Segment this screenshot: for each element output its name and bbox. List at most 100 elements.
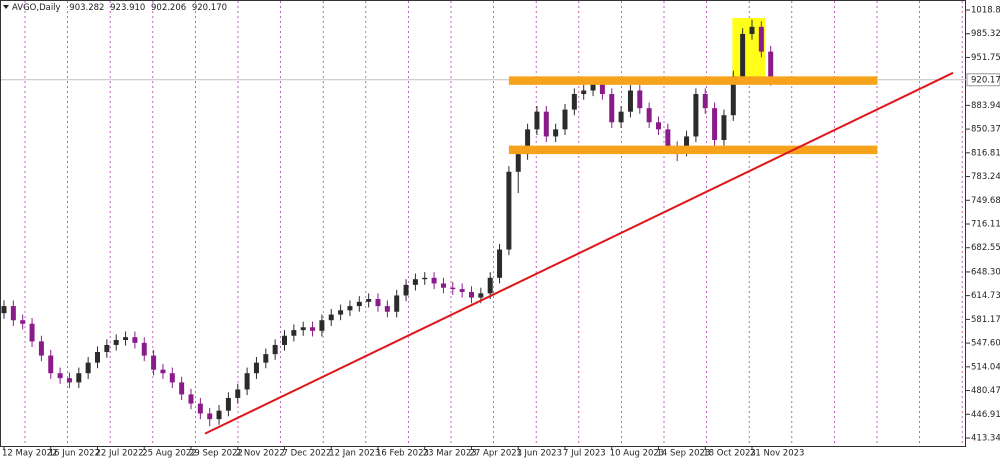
candle-body [693,94,699,137]
x-tick-label: 2 Nov 2022 [236,449,285,459]
y-tick-label: 581.170 [971,315,1000,325]
candle-body [553,129,559,137]
candle-body [702,94,708,109]
candle-body [459,289,465,292]
x-tick-label: 1 Jun 2023 [516,449,562,459]
candle-body [581,90,587,95]
candle-body [366,299,372,302]
candle-body [394,295,400,312]
candle-body [151,355,157,370]
header-high: 923.910 [110,3,145,13]
candle-body [571,94,577,110]
y-tick-label: 1018.885 [971,5,1000,15]
candle-body [300,327,306,331]
candle-body [599,83,605,95]
candle-body [431,277,437,284]
candle-body [179,382,185,395]
candle-body [188,394,194,404]
candle-body [543,111,549,137]
candle-body [721,115,727,140]
candle-body [235,389,241,398]
x-tick-label: 25 Aug 2022 [142,449,196,459]
candle-body [740,33,746,77]
candle-body [440,283,446,288]
candle-body [450,287,456,290]
candle-body [123,337,129,340]
candle-body [10,306,16,321]
x-tick-label: 27 Apr 2023 [470,449,523,459]
candle-body [758,26,764,52]
candle-body [534,111,540,130]
candle-body [684,136,690,151]
candle-body [712,108,718,140]
candle-body [263,354,269,363]
candle-body [403,284,409,296]
candle-body [310,327,316,331]
y-tick-label: 883.940 [971,101,1000,111]
candle-body [328,314,334,321]
candle-body [562,109,568,130]
candle-body [253,362,259,374]
candle-body [618,111,624,123]
candle-body [375,299,381,307]
candle-body [356,301,362,307]
x-tick-label: 16 Feb 2023 [376,449,429,459]
candle-body [38,341,44,356]
candle-body [478,293,484,298]
header-close: 920.170 [192,3,227,13]
y-tick-label: 413.345 [971,434,1000,444]
candle-body [384,306,390,312]
candle-body [590,83,596,91]
candle-body [515,154,521,172]
candle-body [347,306,353,311]
x-tick-label: 10 Aug 2023 [610,449,664,459]
candle-body [66,378,72,383]
last-price-label: 920.170 [971,75,1000,85]
candle-body [627,90,633,112]
y-tick-label: 514.040 [971,362,1000,372]
candle-body [141,342,147,356]
candle-body [730,76,736,116]
price-zone [508,76,878,85]
y-tick-label: 951.755 [971,53,1000,63]
y-tick-label: 648.300 [971,267,1000,277]
candle-body [197,403,203,414]
candle-body [20,320,26,324]
candle-body [469,291,474,298]
candle-body [85,362,91,374]
candle-body [656,122,661,130]
candle-body [169,373,175,383]
candle-body [57,373,63,379]
symbol: AVGO,Daily [12,3,61,13]
x-tick-label: 12 May 2022 [2,449,57,459]
candle-body [113,339,119,345]
x-tick-label: 18 Oct 2023 [703,449,756,459]
candle-body [104,344,110,353]
y-tick-label: 446.910 [971,410,1000,420]
x-tick-label: 22 Jul 2022 [96,449,144,459]
price-zone [508,145,878,155]
candle-body [412,279,418,285]
candle-body [646,108,652,123]
candle-body [497,249,503,278]
candle-body [506,171,512,250]
candle-body [48,355,54,374]
plot-frame [0,0,966,447]
candle-body [225,397,231,411]
candle-body [609,94,615,123]
candle-body [216,410,222,420]
candle-body [665,129,671,148]
candle-body [1,306,7,314]
x-tick-label: 7 Jul 2023 [563,449,606,459]
candle-body [244,373,250,390]
x-tick-label: 16 Jun 2022 [49,449,100,459]
header-open: 903.282 [69,3,104,13]
x-tick-label: 7 Dec 2022 [283,449,332,459]
candle-body [272,344,278,355]
x-tick-label: 12 Jan 2023 [329,449,380,459]
candle-body [160,369,166,374]
y-tick-label: 716.115 [971,220,1000,230]
y-tick-label: 783.245 [971,172,1000,182]
candle-body [422,277,428,280]
y-tick-label: 816.810 [971,148,1000,158]
